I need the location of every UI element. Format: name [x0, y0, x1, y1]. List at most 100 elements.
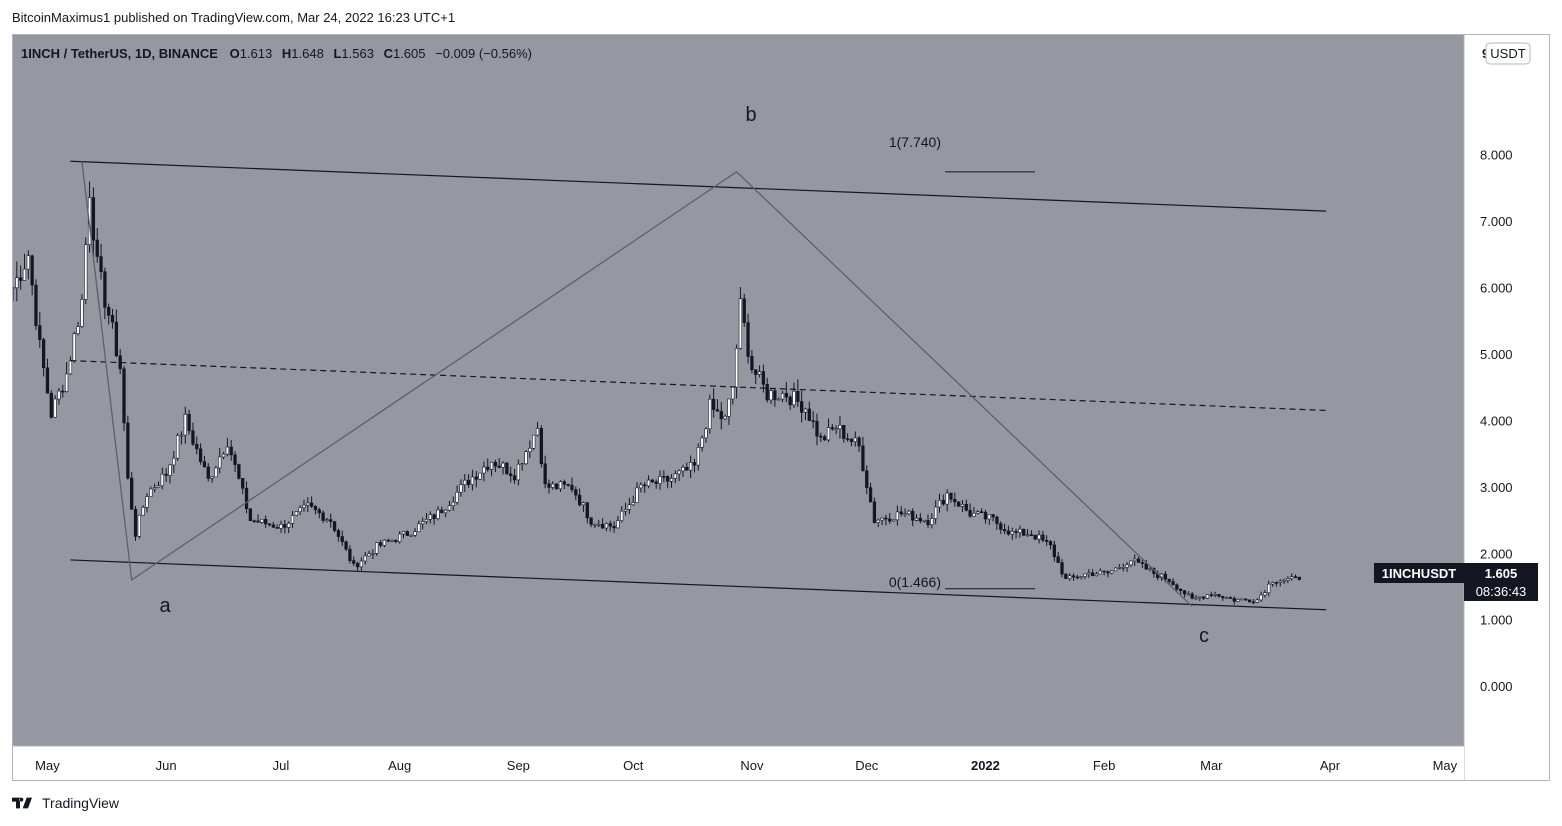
legend-o-label: O: [230, 46, 240, 61]
candle-body: [45, 367, 50, 394]
candle-body: [168, 464, 172, 476]
candle-body: [1148, 568, 1152, 570]
candle-body: [765, 384, 769, 401]
candle-body: [669, 478, 674, 482]
plot-area[interactable]: [13, 35, 1464, 746]
candle-body: [260, 518, 264, 523]
currency-label: USDT: [1490, 46, 1525, 61]
candle-body: [949, 492, 953, 500]
candle-body: [868, 487, 873, 503]
y-tick-label: 7.000: [1480, 214, 1513, 229]
candle-body: [459, 484, 463, 493]
candle-body: [225, 446, 230, 455]
x-tick-label: Dec: [855, 758, 879, 773]
candle-body: [1217, 594, 1221, 597]
candle-body: [126, 422, 130, 479]
candle-body: [857, 437, 861, 447]
candle-body: [792, 390, 796, 406]
candle-body: [298, 507, 302, 512]
candle-body: [1136, 558, 1141, 563]
legend-symbol: 1INCH / TetherUS, 1D, BINANCE: [21, 46, 218, 61]
candle-body: [539, 428, 543, 465]
time-axis-bg: [13, 746, 1464, 780]
candle-body: [195, 443, 199, 450]
candle-body: [826, 427, 831, 441]
candle-body: [329, 519, 333, 522]
candle-body: [922, 519, 926, 522]
candle-body: [478, 472, 482, 480]
currency-badge[interactable]: [1485, 42, 1531, 65]
candle-body: [428, 514, 432, 520]
candle-body: [899, 511, 903, 515]
candle-body: [964, 503, 968, 511]
candle-body: [777, 398, 781, 401]
candle-body: [681, 466, 685, 472]
candle-body: [811, 420, 815, 422]
candle-body: [1018, 528, 1022, 533]
candle-body: [141, 507, 145, 516]
candle-body: [995, 516, 999, 524]
candle-body: [1014, 531, 1018, 533]
candle-body: [1278, 580, 1282, 583]
candle-body: [1297, 576, 1302, 580]
candle-body: [390, 539, 394, 542]
candle-body: [172, 457, 176, 466]
candle-body: [359, 560, 364, 568]
x-tick-label: Sep: [507, 758, 530, 773]
candle-body: [332, 521, 337, 531]
candle-body: [206, 466, 210, 479]
candle-body: [1102, 570, 1106, 573]
price-axis[interactable]: 8.000 7.000 6.000 5.000 4.000 3.000 2.000 1.000…: [1463, 35, 1549, 780]
candle-body: [1098, 570, 1102, 575]
candle-body: [853, 437, 857, 442]
candle-body: [1163, 573, 1168, 580]
candle-body: [983, 511, 988, 520]
candle-body: [754, 369, 758, 375]
symbol-tag: [1374, 563, 1464, 583]
candle-body: [103, 271, 107, 308]
candle-body: [734, 348, 739, 388]
candle-body: [1282, 579, 1286, 582]
candle-body: [903, 513, 907, 516]
candle-body: [551, 483, 555, 488]
candle-body: [191, 430, 195, 445]
candle-body: [1171, 581, 1175, 586]
candle-body: [241, 478, 245, 489]
candle-body: [800, 401, 804, 413]
candle-body: [1175, 584, 1179, 590]
candle-body: [1213, 594, 1217, 596]
candle-body: [447, 505, 452, 511]
candle-body: [466, 479, 471, 485]
candle-body: [371, 553, 375, 555]
candle-body: [685, 466, 689, 471]
candle-body: [1251, 601, 1256, 604]
tradingview-logo-icon: [12, 797, 32, 809]
candle-body: [627, 504, 632, 510]
x-tick-label: Feb: [1093, 758, 1115, 773]
candle-body: [19, 277, 23, 281]
candle-body: [149, 488, 153, 497]
candles-layer: [13, 181, 1302, 605]
candle-body: [1056, 556, 1060, 563]
candle-body: [99, 256, 103, 273]
candle-body: [348, 548, 352, 561]
candle-body: [1290, 576, 1294, 579]
candle-body: [41, 339, 46, 369]
price-chart[interactable]: 1INCH / TetherUS, 1D, BINANCE O1.613 H1.…: [13, 35, 1549, 780]
candle-body: [1182, 590, 1187, 595]
candle-body: [1179, 588, 1183, 592]
price-axis-bg: [1464, 35, 1549, 780]
candle-body: [723, 416, 727, 420]
candle-body: [306, 502, 310, 506]
candle-body: [1129, 560, 1133, 566]
candle-body: [842, 425, 846, 439]
candle-body: [731, 386, 735, 400]
candle-body: [229, 446, 233, 456]
candle-body: [968, 509, 972, 517]
candle-body: [133, 508, 138, 537]
candle-body: [577, 494, 582, 506]
candle-body: [84, 244, 88, 300]
candle-body: [566, 483, 570, 486]
candle-body: [746, 322, 750, 357]
time-axis[interactable]: May Jun Jul Aug Sep Oct Nov Dec 2022 Feb Mar Apr May: [13, 745, 1464, 780]
